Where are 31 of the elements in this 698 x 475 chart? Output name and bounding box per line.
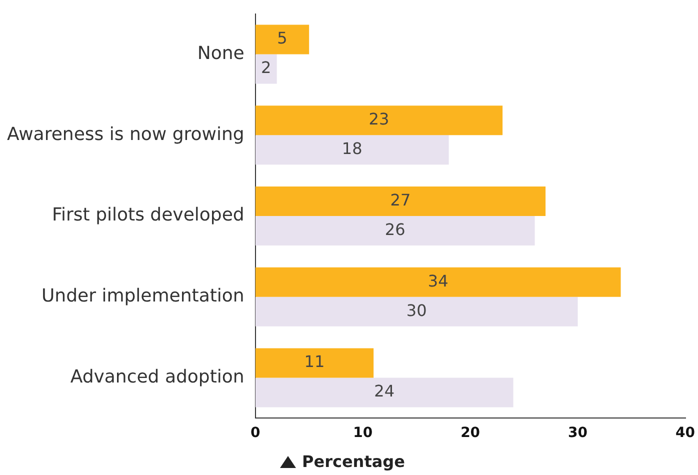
bar — [255, 267, 621, 297]
x-axis-title: Percentage — [302, 452, 405, 471]
data-label: 27 — [390, 190, 411, 210]
x-tick-label: 40 — [676, 425, 696, 442]
y-tick-label: None — [197, 42, 244, 64]
x-tick-label: 20 — [460, 425, 480, 442]
x-tick-label: 30 — [568, 425, 588, 442]
x-tick-label: 0 — [250, 425, 260, 442]
y-tick-label: Advanced adoption — [70, 366, 244, 388]
data-label: 24 — [374, 382, 394, 401]
bar — [255, 186, 546, 216]
y-tick-label: Awareness is now growing — [6, 124, 244, 145]
data-label: 11 — [304, 352, 325, 372]
data-label: 30 — [406, 300, 427, 320]
bar — [255, 106, 503, 136]
data-label: 18 — [342, 139, 362, 158]
bar — [255, 296, 578, 326]
data-label: 34 — [428, 271, 448, 290]
bar — [255, 378, 514, 408]
bar — [255, 54, 277, 84]
data-label: 23 — [368, 110, 390, 129]
y-tick-label: First pilots developed — [52, 204, 244, 226]
data-label: 2 — [260, 58, 272, 78]
bar — [255, 348, 374, 378]
data-label: 26 — [384, 220, 406, 239]
bar — [255, 135, 449, 165]
x-tick-label: 10 — [353, 425, 373, 442]
data-label: 5 — [277, 28, 288, 48]
y-tick-label: Under implementation — [42, 286, 244, 307]
bar — [255, 216, 535, 246]
bar — [255, 24, 310, 54]
